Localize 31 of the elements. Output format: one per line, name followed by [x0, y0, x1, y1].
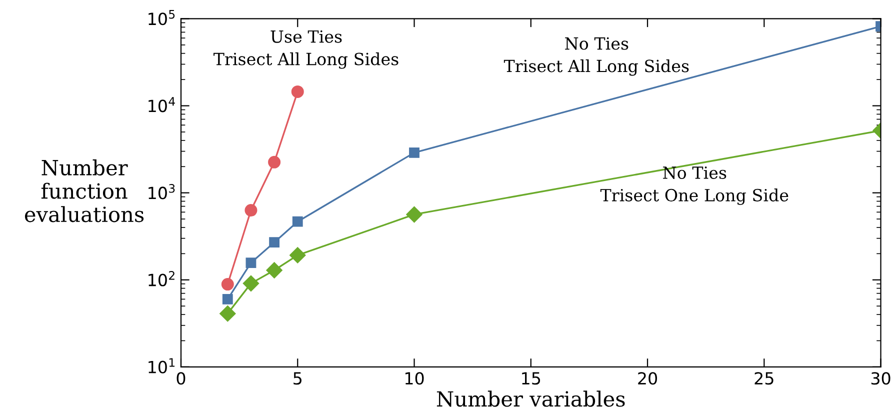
point [246, 258, 256, 268]
point [290, 247, 306, 264]
x-tick-label: 15 [522, 372, 540, 385]
point [266, 262, 282, 278]
point [242, 275, 260, 292]
annotation: Use Ties Trisect All Long Sides [214, 30, 398, 69]
y-tick-label: 10$^{2}$ [148, 271, 174, 286]
point [221, 278, 234, 291]
point [406, 206, 422, 223]
point [268, 156, 281, 168]
y-axis-title: Number function evaluations [24, 159, 144, 222]
point [291, 85, 304, 98]
point [244, 204, 258, 217]
point [292, 216, 303, 227]
x-tick-label: 20 [638, 372, 658, 385]
y-tick-label: 10$^{3}$ [148, 184, 175, 200]
x-tick-label: 25 [754, 372, 774, 385]
annotation: No Ties Trisect All Long Sides [504, 37, 689, 76]
x-tick-label: 10 [405, 372, 424, 385]
point [222, 294, 233, 304]
y-tick-label: 10$^{1}$ [148, 358, 175, 374]
x-axis-title: Number variables [436, 390, 625, 407]
x-tick-label: 30 [871, 372, 890, 385]
point [220, 306, 236, 322]
x-tick-label: 5 [294, 372, 302, 385]
x-tick-label: 0 [176, 372, 186, 385]
annotation: No Ties Trisect One Long Side [600, 166, 788, 205]
point [269, 237, 280, 248]
y-tick-label: 10$^{5}$ [148, 10, 175, 26]
y-tick-label: 10$^{4}$ [148, 97, 175, 112]
point [409, 147, 420, 158]
